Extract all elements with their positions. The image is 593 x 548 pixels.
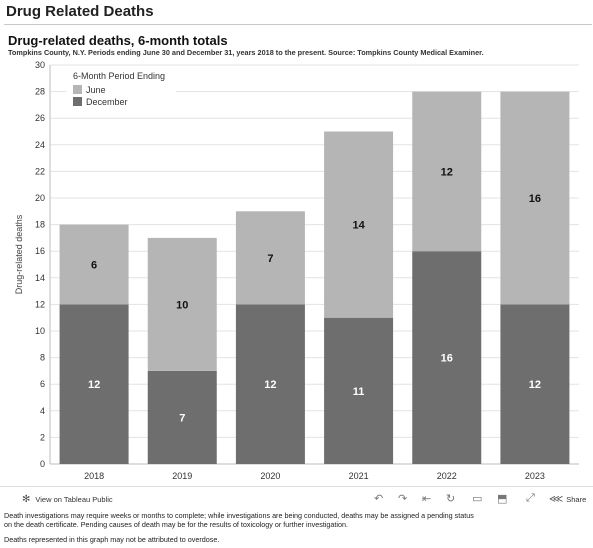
bar-june-2020 xyxy=(235,211,305,305)
y-tick-label: 0 xyxy=(40,459,45,469)
y-tick-label: 6 xyxy=(40,379,45,389)
data-label: 10 xyxy=(176,299,188,311)
data-label: 12 xyxy=(441,166,453,178)
bar-december-2018 xyxy=(59,304,129,464)
data-label: 7 xyxy=(267,253,273,265)
data-label: 16 xyxy=(441,353,453,365)
data-label: 14 xyxy=(352,220,365,232)
bar-june-2021 xyxy=(324,131,394,318)
comment-icon[interactable]: ▭ xyxy=(472,493,483,505)
data-label: 16 xyxy=(529,193,541,205)
y-tick-label: 24 xyxy=(35,140,45,150)
y-tick-label: 22 xyxy=(35,166,45,176)
chart-title: Drug-related deaths, 6-month totals xyxy=(8,33,228,48)
x-tick-label: 2021 xyxy=(349,471,369,481)
x-tick-label: 2018 xyxy=(84,471,104,481)
bar-december-2022 xyxy=(412,251,482,464)
legend-label-december: December xyxy=(86,97,128,107)
legend-label-june: June xyxy=(86,85,106,95)
data-label: 12 xyxy=(529,379,541,391)
y-tick-label: 28 xyxy=(35,87,45,97)
bar-june-2022 xyxy=(412,91,482,252)
x-tick-label: 2022 xyxy=(437,471,457,481)
legend-title: 6-Month Period Ending xyxy=(73,71,165,81)
y-tick-label: 20 xyxy=(35,193,45,203)
view-on-tableau-link[interactable]: ✻ View on Tableau Public xyxy=(22,494,113,505)
y-tick-label: 26 xyxy=(35,113,45,123)
x-tick-label: 2023 xyxy=(525,471,545,481)
tableau-logo-icon: ✻ xyxy=(22,494,31,505)
bar-december-2019 xyxy=(147,370,217,464)
title-divider xyxy=(4,24,592,25)
bar-december-2023 xyxy=(500,304,570,464)
data-label: 12 xyxy=(264,379,276,391)
stacked-bar-chart: 024681012141618202224262830Drug-related … xyxy=(14,60,579,481)
x-tick-label: 2019 xyxy=(172,471,192,481)
bar-december-2021 xyxy=(324,317,394,464)
legend-swatch-june xyxy=(73,85,82,94)
data-label: 12 xyxy=(88,379,100,391)
legend-swatch-december xyxy=(73,97,82,106)
note-line-2: on the death certificate. Pending causes… xyxy=(4,520,348,529)
y-tick-label: 2 xyxy=(40,432,45,442)
data-label: 6 xyxy=(91,260,97,272)
undo-icon[interactable]: ↶ xyxy=(374,493,384,505)
y-tick-label: 12 xyxy=(35,299,45,309)
share-icon: ⋘ xyxy=(549,494,564,505)
redo-icon[interactable]: ↷ xyxy=(398,493,408,505)
y-tick-label: 16 xyxy=(35,246,45,256)
tableau-toolbar: ✻ View on Tableau Public ↶ ↷ ⇤ ↻ ▭ ⬒ ⤢ ⋘… xyxy=(0,486,593,511)
y-tick-label: 10 xyxy=(35,326,45,336)
legend-background xyxy=(66,70,176,110)
chart-subtitle: Tompkins County, N.Y. Periods ending Jun… xyxy=(8,48,484,57)
y-tick-label: 30 xyxy=(35,60,45,70)
share-button[interactable]: ⋘ Share xyxy=(549,494,586,505)
y-tick-label: 8 xyxy=(40,353,45,363)
revert-icon[interactable]: ⇤ xyxy=(422,493,432,505)
bar-june-2018 xyxy=(59,224,129,305)
y-tick-label: 18 xyxy=(35,220,45,230)
y-axis-title: Drug-related deaths xyxy=(14,214,24,294)
bar-june-2019 xyxy=(147,237,217,371)
download-icon[interactable]: ⬒ xyxy=(497,493,508,505)
data-label: 11 xyxy=(353,386,365,398)
bar-december-2020 xyxy=(235,304,305,464)
data-label: 7 xyxy=(179,412,185,424)
fullscreen-icon[interactable]: ⤢ xyxy=(526,492,535,504)
y-tick-label: 4 xyxy=(40,406,45,416)
refresh-icon[interactable]: ↻ xyxy=(446,493,456,505)
page-title: Drug Related Deaths xyxy=(6,3,154,20)
y-tick-label: 14 xyxy=(35,273,45,283)
x-tick-label: 2020 xyxy=(260,471,280,481)
view-on-tableau-label: View on Tableau Public xyxy=(35,495,113,504)
bar-june-2023 xyxy=(500,91,570,305)
share-label: Share xyxy=(566,495,587,504)
note-line-3: Deaths represented in this graph may not… xyxy=(4,535,220,544)
note-line-1: Death investigations may require weeks o… xyxy=(4,511,474,520)
